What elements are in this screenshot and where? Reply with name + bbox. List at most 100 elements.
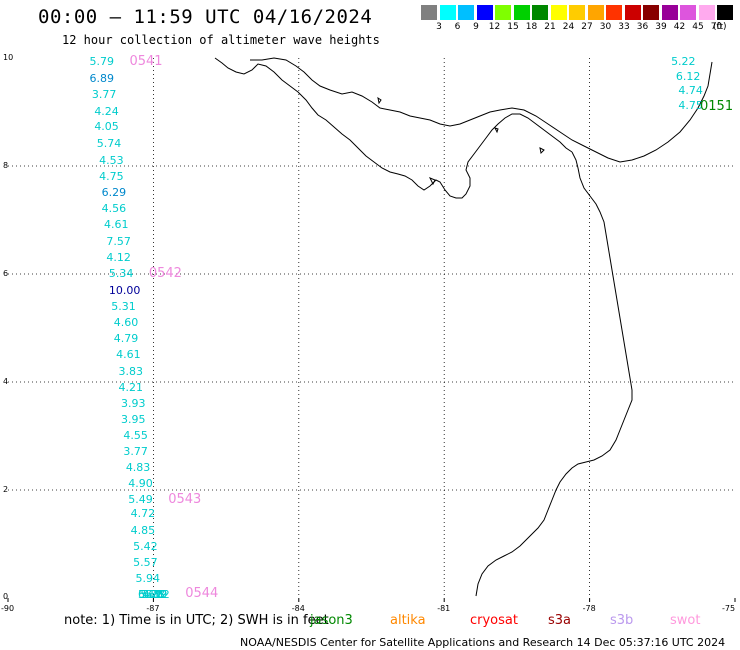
x-tick-label: -84	[291, 604, 305, 613]
wave-height-value: 4.61	[104, 218, 129, 232]
wave-height-value: 5.79	[89, 54, 114, 68]
satellite-cryosat: cryosat	[470, 613, 518, 628]
wave-height-value: 5.62	[145, 588, 170, 601]
wave-height-value: 5.57	[133, 555, 158, 569]
wave-height-value: 3.83	[118, 365, 144, 379]
wave-height-value: 4.85	[130, 523, 156, 537]
wave-height-value: 4.55	[123, 429, 148, 442]
wave-height-value: 4.24	[94, 105, 119, 118]
satellite-s3b: s3b	[610, 613, 634, 628]
y-tick-label: 4	[3, 377, 9, 386]
wave-height-value: 5.19	[142, 588, 168, 601]
axis-ticks	[7, 598, 736, 602]
legend-label: 12	[488, 22, 501, 32]
wave-height-value: 4.74	[678, 84, 703, 98]
legend-swatch	[439, 5, 456, 20]
wave-height-value: 6.89	[89, 71, 114, 85]
wave-height-value: 10.00	[108, 284, 141, 298]
coastline	[214, 57, 713, 597]
wave-height-value: 4.56	[101, 202, 127, 216]
satellite-swot: swot	[670, 613, 701, 628]
wave-height-value: 4.60	[113, 315, 139, 329]
legend-swatch	[476, 5, 493, 20]
wave-height-value: 4.61	[116, 348, 141, 361]
coastline-south-america	[475, 151, 633, 597]
wave-height-value: 3.93	[120, 396, 146, 410]
legend-swatch	[643, 5, 659, 20]
wave-height-value: 3.95	[120, 412, 146, 426]
wave-height-value: 5.22	[671, 54, 696, 68]
legend-label: 33	[618, 22, 630, 32]
wave-height-value: 5.74	[96, 137, 122, 151]
x-tick-label: -90	[1, 604, 15, 613]
legend-swatch	[495, 5, 511, 20]
y-tick-label: 0	[3, 592, 9, 601]
legend-label: 42	[673, 22, 686, 32]
wave-height-value: 4.90	[128, 476, 153, 490]
wave-height-value: 4.83	[125, 461, 151, 475]
wave-height-value: 5.71	[140, 588, 165, 601]
x-tick-label: -81	[437, 604, 451, 613]
coastline-central-america	[214, 57, 573, 199]
legend-swatch	[698, 5, 715, 20]
pass-label: 0543	[168, 491, 202, 507]
wave-height-value: 3.77	[123, 445, 148, 459]
legend-label: 36	[636, 22, 649, 32]
legend-label: 15	[507, 22, 519, 32]
y-tick-label: 2	[3, 485, 9, 494]
legend-label: 6	[454, 22, 461, 32]
legend-swatch	[532, 5, 548, 20]
wave-height-value: 4.12	[106, 250, 131, 264]
wave-height-value: 5.67	[137, 588, 163, 601]
satellite-altika: altika	[390, 613, 426, 628]
legend-swatch	[680, 5, 696, 20]
wave-height-value: 4.05	[94, 120, 119, 134]
coastline-caribbean	[250, 57, 713, 163]
wave-height-value: 5.31	[111, 300, 136, 314]
pass-label: 0544	[185, 586, 219, 601]
note-text: note: 1) Time is in UTC; 2) SWH is in fe…	[64, 613, 329, 628]
legend-label: 21	[544, 22, 556, 32]
wave-height-value: 5.34	[108, 267, 134, 280]
legend-label: 3	[436, 22, 442, 32]
legend-unit: (ft)	[713, 22, 727, 32]
legend-label: 39	[655, 22, 667, 32]
wave-height-value: 5.42	[133, 539, 158, 553]
legend-swatch	[458, 5, 474, 20]
wave-height-value: 4.82	[142, 588, 168, 601]
y-tick-label: 10	[3, 53, 14, 62]
satellite-jason3: jason3	[310, 613, 353, 628]
legend-swatch	[661, 5, 678, 20]
wave-height-value: 3.77	[91, 87, 117, 101]
island-cocos	[377, 96, 545, 186]
wave-height-value: 4.72	[130, 507, 156, 521]
legend-swatch	[624, 5, 641, 20]
legend-swatch	[421, 5, 437, 20]
page-title: 00:00 – 11:59 UTC 04/16/2024	[38, 6, 373, 28]
wave-height-value: 7.57	[106, 234, 131, 248]
legend-swatch	[569, 5, 585, 20]
wave-height-value: 4.75	[678, 98, 703, 112]
legend-label: 27	[581, 22, 593, 32]
y-tick-label: 6	[3, 269, 9, 278]
wave-height-value: 4.75	[99, 169, 124, 183]
wave-height-value: 5.94	[135, 572, 161, 586]
wave-height-value: 6.12	[137, 588, 163, 601]
satellite-s3a: s3a	[548, 613, 572, 628]
wave-height-value: 6.12	[675, 69, 701, 83]
legend-swatch	[587, 5, 604, 20]
legend-swatch	[513, 5, 530, 20]
legend-label: 9	[473, 22, 479, 32]
pass-label: 0541	[129, 53, 163, 69]
legend-swatch	[606, 5, 622, 20]
x-tick-label: -87	[146, 604, 160, 613]
legend-label: 30	[599, 22, 612, 32]
x-tick-label: -75	[722, 604, 736, 613]
pass-label: 0151	[700, 98, 734, 114]
wave-height-value: 5.49	[128, 492, 153, 506]
legend-swatch	[550, 5, 567, 20]
legend-label: 18	[525, 22, 538, 32]
wave-height-value: 6.29	[101, 186, 127, 199]
